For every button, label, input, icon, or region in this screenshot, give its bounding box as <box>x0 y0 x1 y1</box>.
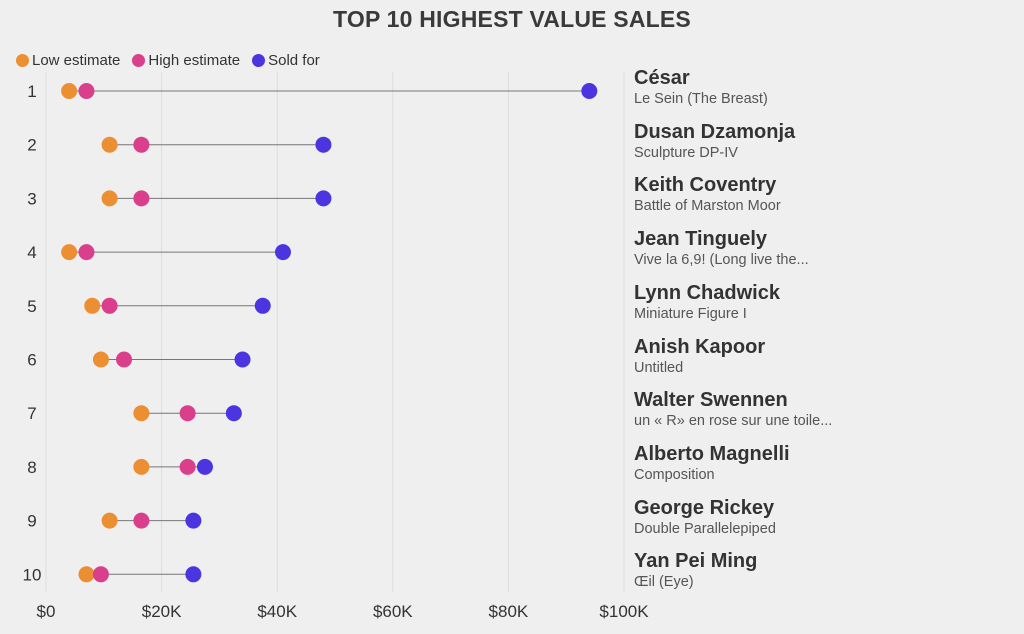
rank-label: 7 <box>27 404 36 423</box>
artwork-title: Battle of Marston Moor <box>634 198 781 215</box>
chart-title: TOP 10 HIGHEST VALUE SALES <box>333 6 691 32</box>
legend-label-high: High estimate <box>148 52 241 69</box>
legend-label-sold: Sold for <box>268 52 320 69</box>
artwork-title: un « R» en rose sur une toile... <box>634 413 833 430</box>
artist-name: Alberto Magnelli <box>634 442 790 465</box>
low-estimate-dot <box>92 351 109 368</box>
rank-label: 8 <box>27 458 36 477</box>
sold-for-dot <box>274 244 291 261</box>
high-estimate-dot <box>92 566 109 583</box>
low-estimate-dot <box>101 136 118 153</box>
sold-for-dot <box>315 190 332 207</box>
rank-label: 9 <box>27 512 36 531</box>
artist-name: Lynn Chadwick <box>634 281 780 304</box>
high-estimate-dot <box>78 83 95 99</box>
low-estimate-dot <box>101 190 118 207</box>
x-tick-label: $80K <box>489 602 529 621</box>
artist-name: Jean Tinguely <box>634 228 768 251</box>
artist-name: Keith Coventry <box>634 174 777 197</box>
high-estimate-dot <box>133 190 150 207</box>
artist-name: George Rickey <box>634 496 775 519</box>
rank-label: 3 <box>27 189 36 208</box>
sold-for-dot <box>225 405 242 422</box>
high-estimate-dot <box>179 405 196 422</box>
rank-label: 1 <box>27 82 36 101</box>
rank-label: 4 <box>27 243 36 262</box>
rank-label: 5 <box>27 297 36 316</box>
sold-for-dot <box>581 83 598 99</box>
sold-for-dot <box>185 512 202 529</box>
artwork-title: Vive la 6,9! (Long live the... <box>634 252 809 269</box>
legend-swatch-high <box>132 54 146 67</box>
legend-item-low: Low estimate <box>16 52 120 69</box>
low-estimate-dot <box>133 458 150 475</box>
rank-label: 10 <box>23 565 42 584</box>
sold-for-dot <box>315 136 332 153</box>
x-tick-label: $0 <box>37 602 56 621</box>
artist-name: Dusan Dzamonja <box>634 120 796 143</box>
artwork-title: Miniature Figure I <box>634 305 747 322</box>
artist-name: César <box>634 67 690 89</box>
legend-item-high: High estimate <box>132 52 240 69</box>
high-estimate-dot <box>78 244 95 261</box>
high-estimate-dot <box>133 512 150 529</box>
low-estimate-dot <box>101 512 118 529</box>
x-tick-label: $20K <box>142 602 182 621</box>
artwork-title: Double Parallelepiped <box>634 520 776 537</box>
low-estimate-dot <box>78 566 95 583</box>
artwork-title: Untitled <box>634 359 684 376</box>
sold-for-dot <box>196 458 213 475</box>
high-estimate-dot <box>179 458 196 475</box>
x-tick-label: $100K <box>599 602 649 621</box>
legend-item-sold: Sold for <box>252 52 320 69</box>
high-estimate-dot <box>116 351 133 368</box>
sold-for-dot <box>234 351 251 368</box>
high-estimate-dot <box>133 136 150 153</box>
x-tick-label: $60K <box>373 602 413 621</box>
artwork-title: Sculpture DP-IV <box>634 144 738 161</box>
legend-swatch-sold <box>252 54 266 67</box>
legend-label-low: Low estimate <box>32 52 121 69</box>
artwork-title: Le Sein (The Breast) <box>634 91 768 107</box>
artwork-title: Composition <box>634 466 715 483</box>
artist-name: Yan Pei Ming <box>634 550 758 573</box>
low-estimate-dot <box>84 297 101 314</box>
high-estimate-dot <box>101 297 118 314</box>
legend: Low estimate High estimate Sold for <box>16 52 320 69</box>
rank-label: 2 <box>27 136 36 155</box>
low-estimate-dot <box>61 244 78 261</box>
rank-label: 6 <box>27 351 36 370</box>
legend-swatch-low <box>16 54 29 67</box>
low-estimate-dot <box>61 83 78 99</box>
artist-name: Anish Kapoor <box>634 335 766 358</box>
artist-name: Walter Swennen <box>634 389 788 412</box>
sold-for-dot <box>254 297 271 314</box>
x-tick-label: $40K <box>257 602 297 621</box>
low-estimate-dot <box>133 405 150 422</box>
sold-for-dot <box>185 566 202 583</box>
artwork-title: Œil (Eye) <box>634 574 694 591</box>
